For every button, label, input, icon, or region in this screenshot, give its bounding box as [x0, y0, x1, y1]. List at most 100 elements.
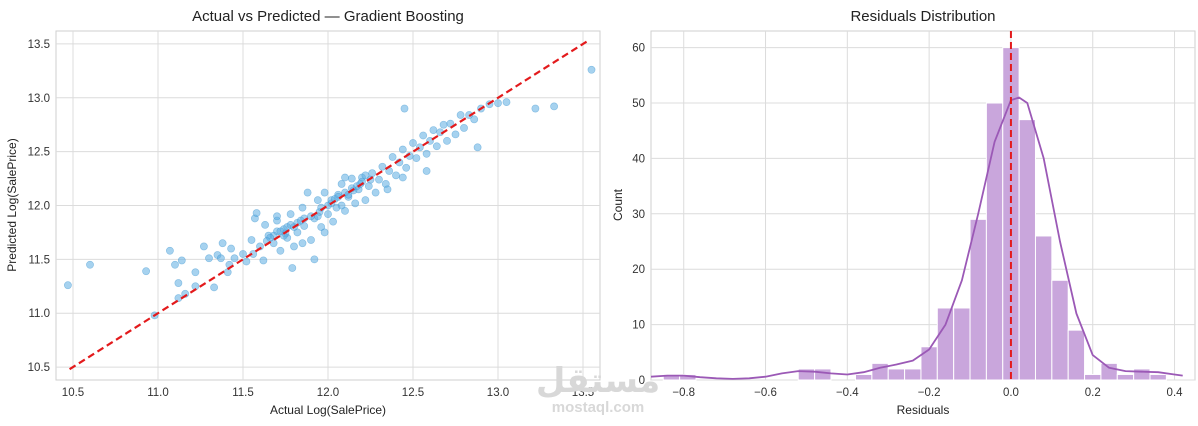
scatter-point-4 — [165, 246, 174, 255]
scatter-point-33 — [276, 246, 285, 255]
scatter-point-92 — [502, 98, 511, 106]
scatter-point-28 — [256, 242, 264, 251]
residuals-x-tick-6: 0.4 — [1167, 387, 1184, 399]
residuals-bar-8 — [920, 346, 938, 381]
scatter-point-83 — [451, 130, 460, 139]
residuals-x-tick-4: 0.0 — [1003, 387, 1019, 399]
scatter-point-16 — [216, 254, 225, 263]
scatter-point-134 — [313, 212, 322, 221]
residuals-y-tick-1: 10 — [632, 320, 645, 332]
residuals-y-tick-5: 50 — [632, 98, 645, 110]
scatter-y-tick-6: 13.5 — [28, 39, 50, 51]
residuals-bar-15 — [1034, 235, 1053, 381]
scatter-x-tick-1: 11.0 — [147, 387, 169, 399]
scatter-point-136 — [337, 201, 346, 210]
watermark-latin: mostaql.com — [552, 399, 645, 416]
residuals-kde — [650, 96, 1183, 380]
scatter-point-0 — [64, 281, 72, 290]
scatter-point-39 — [298, 203, 307, 212]
scatter-point-101 — [310, 255, 319, 264]
scatter-point-98 — [341, 173, 349, 182]
scatter-point-45 — [320, 188, 329, 197]
scatter-point-24 — [247, 236, 256, 244]
residuals-y-tick-0: 0 — [639, 375, 645, 387]
scatter-point-43 — [313, 196, 322, 205]
scatter-point-81 — [443, 136, 451, 145]
scatter-point-61 — [375, 175, 383, 184]
residuals-bar-4 — [855, 373, 873, 381]
scatter-point-46 — [324, 210, 332, 219]
residuals-x-tick-1: −0.6 — [754, 387, 777, 399]
scatter-y-label: Predicted Log(SalePrice) — [5, 138, 19, 271]
scatter-point-107 — [383, 185, 392, 194]
scatter-point-10 — [191, 268, 200, 277]
scatter-point-78 — [432, 142, 441, 151]
scatter-point-8 — [177, 256, 186, 265]
scatter-point-99 — [303, 188, 312, 197]
scatter-x-label: Actual Log(SalePrice) — [270, 403, 386, 417]
residuals-y-tick-2: 20 — [632, 264, 645, 276]
scatter-point-17 — [218, 239, 227, 248]
scatter-point-5 — [171, 260, 179, 269]
residuals-bar-21 — [1133, 368, 1151, 381]
scatter-point-97 — [422, 167, 431, 175]
residuals-x-tick-3: −0.2 — [918, 387, 941, 399]
scatter-point-37 — [290, 242, 298, 251]
scatter-title: Actual vs Predicted — Gradient Boosting — [192, 8, 464, 25]
scatter-panel: 10.5 11.0 11.5 12.0 12.5 13.0 13.5 10.5 11.0 11.… — [5, 8, 601, 417]
watermark: مستقل mostaql.com — [536, 362, 660, 416]
scatter-point-69 — [402, 163, 411, 172]
scatter-point-23 — [242, 257, 251, 266]
scatter-point-20 — [227, 244, 235, 253]
residuals-bar-9 — [936, 307, 955, 381]
scatter-point-93 — [531, 104, 540, 113]
scatter-reference-line — [69, 39, 589, 371]
residuals-bar-6 — [887, 368, 906, 381]
scatter-point-71 — [409, 139, 417, 147]
scatter-point-103 — [261, 220, 269, 229]
residuals-bar-18 — [1084, 373, 1102, 381]
scatter-points — [64, 65, 596, 320]
scatter-x-tick-6: 13.5 — [572, 387, 594, 399]
scatter-x-tick-3: 12.0 — [317, 387, 339, 399]
watermark-arabic: مستقل — [536, 362, 660, 400]
scatter-point-36 — [286, 210, 295, 219]
residuals-x-label: Residuals — [897, 403, 950, 417]
residuals-x-tick-0: −0.8 — [672, 387, 695, 399]
scatter-point-131 — [286, 220, 295, 229]
residuals-bar-17 — [1067, 329, 1086, 381]
scatter-point-65 — [388, 153, 397, 161]
residuals-x-tick-2: −0.4 — [836, 387, 859, 399]
scatter-point-104 — [298, 239, 307, 248]
scatter-point-80 — [439, 120, 448, 129]
scatter-point-54 — [351, 199, 360, 208]
residuals-bar-19 — [1100, 362, 1118, 381]
residuals-kde-curve — [650, 96, 1183, 380]
scatter-y-tick-1: 11.0 — [28, 308, 50, 320]
scatter-point-68 — [398, 145, 407, 154]
scatter-point-18 — [223, 268, 232, 277]
scatter-point-60 — [371, 188, 380, 197]
scatter-y-tick-2: 11.5 — [28, 254, 50, 266]
residuals-x-ticks: −0.8 −0.6 −0.4 −0.2 0.0 0.2 0.4 — [672, 387, 1183, 399]
residuals-bar-7 — [904, 368, 922, 381]
residuals-y-tick-6: 60 — [632, 43, 645, 55]
scatter-point-96 — [400, 104, 409, 113]
scatter-reference-line-path — [69, 39, 589, 371]
residuals-bar-10 — [953, 307, 971, 381]
scatter-point-21 — [230, 254, 239, 263]
residuals-title: Residuals Distribution — [850, 8, 995, 25]
residuals-bar-16 — [1051, 279, 1069, 381]
scatter-x-tick-2: 11.5 — [232, 387, 254, 399]
scatter-point-48 — [329, 217, 337, 226]
scatter-x-tick-5: 13.0 — [487, 387, 509, 399]
scatter-point-29 — [259, 256, 268, 265]
scatter-y-tick-3: 12.0 — [28, 201, 50, 213]
scatter-x-tick-4: 12.5 — [402, 387, 424, 399]
scatter-point-75 — [422, 149, 431, 158]
scatter-point-94 — [550, 102, 558, 111]
residuals-panel: −0.8 −0.6 −0.4 −0.2 0.0 0.2 0.4 0102030405060 … — [611, 8, 1196, 417]
residuals-bar-3 — [814, 368, 832, 381]
scatter-x-ticks: 10.5 11.0 11.5 12.0 12.5 13.0 13.5 — [62, 387, 594, 399]
